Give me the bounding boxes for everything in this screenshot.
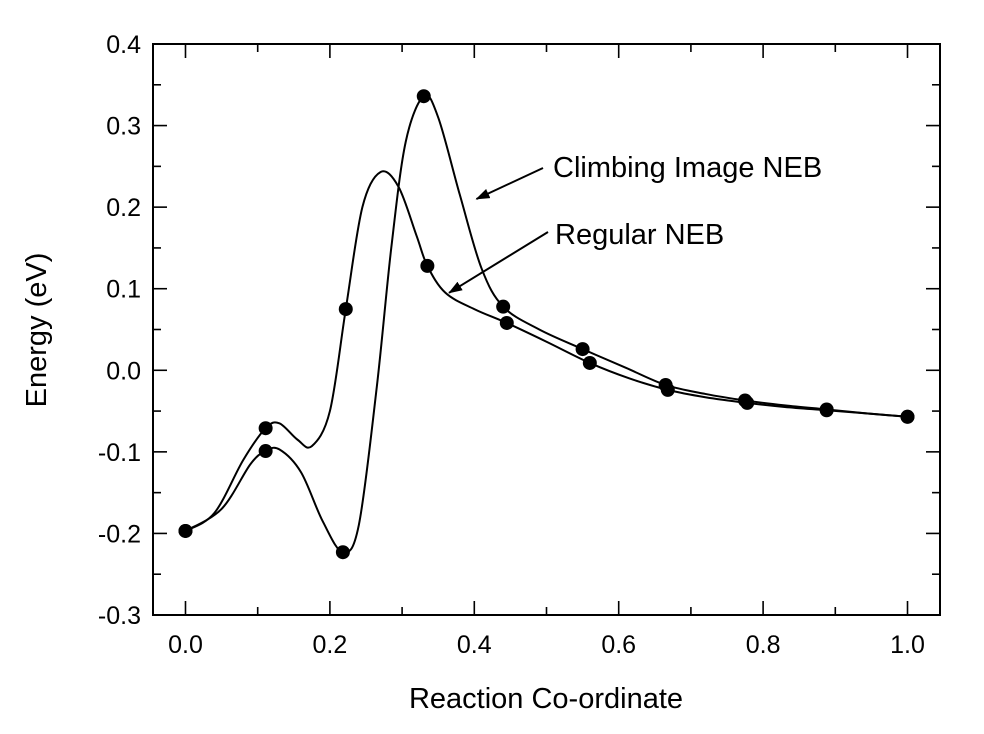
data-point-regular-neb (900, 409, 915, 424)
x-tick-label: 1.0 (890, 631, 925, 659)
plot-border (152, 43, 941, 616)
y-tick-label: 0.1 (106, 276, 141, 304)
x-axis-ticks (184, 44, 909, 615)
annotation-arrow (448, 231, 549, 294)
y-axis-tick-labels: -0.3 -0.2 -0.1 0.0 0.1 0.2 0.3 0.4 (98, 31, 141, 630)
x-axis-tick-labels: 0.0 0.2 0.4 0.6 0.8 1.0 (168, 631, 925, 659)
y-tick-label: -0.3 (98, 602, 141, 630)
x-tick-label: 0.2 (313, 631, 348, 659)
data-point-regular-neb (420, 258, 435, 273)
y-tick-label: -0.2 (98, 520, 141, 548)
x-tick-label: 0.4 (457, 631, 492, 659)
y-tick-label: 0.0 (106, 357, 141, 385)
series-line-climbing-image-neb (184, 94, 908, 554)
x-axis-title: Reaction Co-ordinate (409, 683, 683, 715)
data-point-regular-neb (582, 355, 597, 370)
y-axis-title: Energy (eV) (21, 253, 53, 408)
data-point-climbing-image-neb (335, 545, 350, 560)
y-tick-label: -0.1 (98, 439, 141, 467)
data-point-regular-neb (660, 382, 675, 397)
data-point-climbing-image-neb (416, 89, 431, 104)
data-point-regular-neb (819, 403, 834, 418)
annotation-arrow (475, 167, 544, 200)
annotation-arrows (448, 167, 549, 294)
data-point-regular-neb (258, 421, 273, 436)
series-line-regular-neb (184, 170, 908, 532)
y-tick-label: 0.4 (106, 31, 141, 59)
series-curves (184, 94, 908, 554)
data-point-climbing-image-neb (575, 342, 590, 357)
plot-frame (152, 43, 941, 616)
x-tick-label: 0.6 (601, 631, 636, 659)
annotation-climbing-image-neb: Climbing Image NEB (553, 152, 822, 184)
data-point-regular-neb (178, 523, 193, 538)
x-tick-label: 0.8 (746, 631, 781, 659)
data-point-regular-neb (740, 395, 755, 410)
data-point-regular-neb (338, 302, 353, 317)
data-point-climbing-image-neb (258, 444, 273, 459)
y-tick-label: 0.2 (106, 194, 141, 222)
data-point-regular-neb (499, 315, 514, 330)
series-points (178, 89, 915, 560)
y-tick-label: 0.3 (106, 113, 141, 141)
annotation-regular-neb: Regular NEB (555, 219, 724, 251)
y-axis-ticks (153, 43, 940, 616)
data-point-climbing-image-neb (496, 299, 511, 314)
x-tick-label: 0.0 (168, 631, 203, 659)
